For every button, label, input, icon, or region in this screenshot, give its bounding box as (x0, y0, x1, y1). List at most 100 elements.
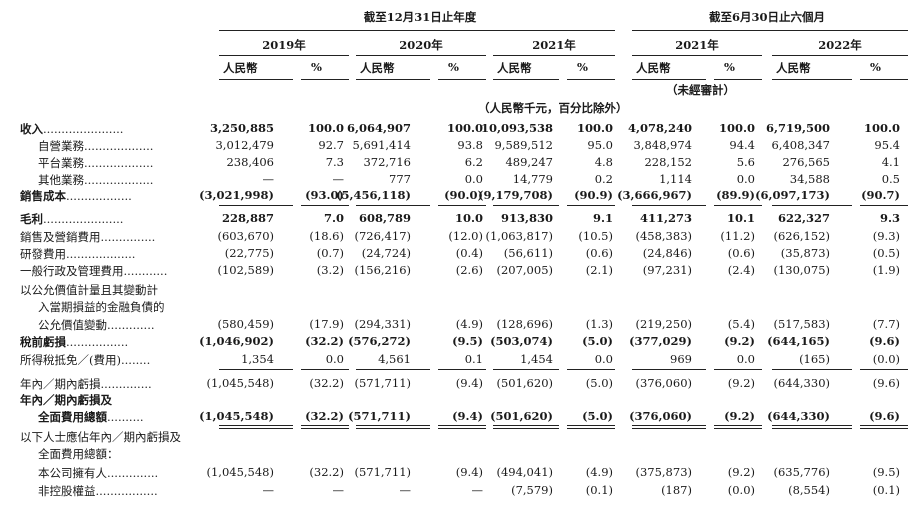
cell-amount: (22,775) (224, 246, 274, 260)
row-label: 一般行政及管理費用............ (20, 263, 214, 279)
cell-percent: — (332, 483, 345, 497)
cell-amount: (8,554) (788, 483, 830, 497)
row-leader-dots: .......... (107, 410, 144, 424)
cell-amount: 14,779 (512, 172, 553, 186)
year-header: 2022年 (818, 38, 862, 52)
cell-percent: 9.3 (879, 211, 900, 225)
cell-percent: 100.0 (718, 121, 755, 135)
cell-percent: 100.0 (307, 121, 344, 135)
row-label: 以下人士應佔年內／期內虧損及 (20, 429, 214, 445)
subtotal-rule (860, 428, 908, 429)
year-rule (772, 55, 908, 56)
table-row: 銷售及營銷費用............... (603,670) (18.6) (72… (0, 228, 920, 246)
col-header-pct: % (870, 60, 881, 74)
row-label-text: 稅前虧損 (20, 335, 66, 349)
row-leader-dots: ................... (84, 173, 154, 187)
subtotal-rule (356, 428, 430, 429)
table-row: 稅前虧損................. (1,046,902) (32.2) (5… (0, 333, 920, 351)
cell-amount: (571,711) (354, 465, 411, 479)
cell-amount: (501,620) (490, 409, 553, 423)
cell-percent: (32.2) (305, 409, 344, 423)
cell-amount: 1,114 (659, 172, 692, 186)
cell-percent: (1.3) (585, 317, 613, 331)
col-header-pct: % (724, 60, 735, 74)
cell-percent: 6.2 (464, 155, 483, 169)
cell-percent: (9.4) (452, 409, 483, 423)
table-row: 毛利...................... 228,887 7.0 608,78… (0, 210, 920, 228)
row-label: 稅前虧損................. (20, 334, 214, 350)
cell-percent: (90.9) (574, 188, 613, 202)
cell-amount: (1,063,817) (485, 229, 553, 243)
subtotal-rule (860, 369, 908, 370)
cell-percent: (9.5) (872, 465, 900, 479)
row-leader-dots: .............. (107, 466, 159, 480)
cell-amount: (626,152) (773, 229, 830, 243)
col-header-pct: % (577, 60, 588, 74)
row-leader-dots: ................. (95, 484, 158, 498)
col-header-pct: % (448, 60, 459, 74)
table-row: 年內／期內虧損.............. (1,045,548) (32.2) (5… (0, 375, 920, 393)
cell-amount: (97,231) (642, 263, 692, 277)
row-label: 平台業務................... (38, 155, 214, 171)
year-rule (219, 55, 349, 56)
cell-percent: (10.5) (578, 229, 613, 243)
cell-amount: (376,060) (635, 376, 692, 390)
table-row: 公允價值變動............. (580,459) (17.9) (294,3… (0, 316, 920, 334)
subtotal-rule (772, 205, 852, 206)
row-label-text: 以公允價值計量且其變動計 (20, 283, 158, 297)
cell-percent: 10.0 (454, 211, 483, 225)
col-header-rmb: 人民幣 (360, 61, 395, 75)
year-rule (632, 55, 762, 56)
cell-percent: (18.6) (309, 229, 344, 243)
cell-amount: (571,711) (354, 376, 411, 390)
row-leader-dots: .............. (100, 377, 152, 391)
cell-amount: 913,830 (500, 211, 553, 225)
cell-amount: 1,454 (520, 352, 553, 366)
year-header: 2020年 (399, 38, 443, 52)
cell-amount: (571,711) (348, 409, 411, 423)
cell-amount: (377,029) (629, 334, 692, 348)
cell-percent: (17.9) (309, 317, 344, 331)
cell-percent: (0.1) (872, 483, 900, 497)
subtotal-rule (772, 428, 852, 429)
col-rule-rmb (632, 79, 706, 80)
cell-percent: (0.7) (316, 246, 344, 260)
cell-amount: (3,021,998) (199, 188, 274, 202)
subtotal-rule (301, 428, 349, 429)
row-leader-dots: ...................... (43, 122, 124, 136)
cell-amount: — (262, 483, 275, 497)
row-label-text: 銷售成本 (20, 189, 66, 203)
row-leader-dots: .................. (66, 189, 132, 203)
row-label: 其他業務................... (38, 172, 214, 188)
table-row: 全面費用總額： (0, 445, 920, 463)
table-row: 研發費用................... (22,775) (0.7) (24,… (0, 245, 920, 263)
cell-amount: (9,179,708) (478, 188, 553, 202)
table-row: 收入...................... 3,250,885 100.0 6,… (0, 120, 920, 138)
row-leader-dots: ...................... (43, 212, 124, 226)
subtotal-rule (493, 369, 559, 370)
cell-amount: 969 (670, 352, 692, 366)
year-rule (493, 55, 615, 56)
row-label: 全面費用總額： (38, 446, 214, 462)
cell-amount: (1,045,548) (199, 409, 274, 423)
row-leader-dots: ................... (66, 247, 136, 261)
cell-amount: 372,716 (363, 155, 411, 169)
subtotal-rule (714, 425, 762, 426)
row-label: 公允價值變動............. (38, 317, 214, 333)
cell-percent: (9.6) (869, 409, 900, 423)
cell-percent: (9.6) (869, 334, 900, 348)
cell-percent: (0.0) (872, 352, 900, 366)
cell-amount: (6,097,173) (755, 188, 830, 202)
row-label: 非控股權益................. (38, 483, 214, 499)
cell-percent: (32.2) (309, 465, 344, 479)
cell-amount: 622,327 (777, 211, 830, 225)
cell-percent: 0.2 (594, 172, 613, 186)
table-row: 以公允價值計量且其變動計 (0, 281, 920, 299)
row-label: 收入...................... (20, 121, 214, 137)
cell-amount: — (399, 483, 412, 497)
col-rule-pct (438, 79, 486, 80)
row-label-text: 以下人士應佔年內／期內虧損及 (20, 430, 181, 444)
cell-percent: (7.7) (872, 317, 900, 331)
cell-amount: (187) (661, 483, 692, 497)
cell-amount: (1,045,548) (206, 465, 274, 479)
